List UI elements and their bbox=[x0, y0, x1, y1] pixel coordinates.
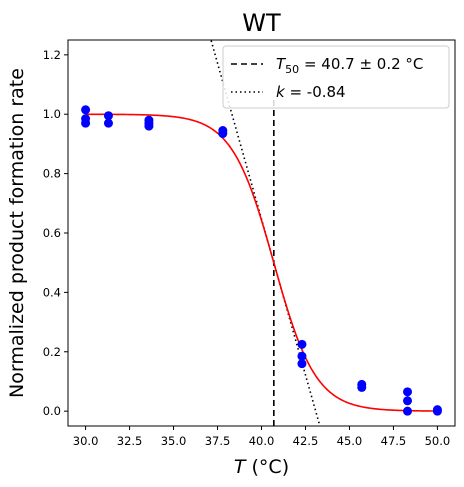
x-tick-label: 30.0 bbox=[73, 434, 99, 448]
y-axis-title: Normalized product formation rate bbox=[6, 68, 28, 398]
y-tick-label: 1.2 bbox=[43, 48, 61, 62]
data-point bbox=[81, 118, 91, 128]
x-tick-label: 45.0 bbox=[337, 434, 363, 448]
x-tick-label: 35.0 bbox=[161, 434, 187, 448]
y-tick-label: 1.0 bbox=[43, 107, 61, 121]
y-tick-label: 0.4 bbox=[43, 285, 61, 299]
x-tick-label: 32.5 bbox=[117, 434, 143, 448]
x-tick-label: 50.0 bbox=[425, 434, 451, 448]
legend-entry-k: k = -0.84 bbox=[276, 83, 346, 101]
data-points bbox=[81, 105, 442, 416]
x-axis-title: T (°C) bbox=[234, 456, 289, 478]
data-point bbox=[403, 396, 413, 406]
x-tick-label: 42.5 bbox=[293, 434, 319, 448]
chart-title: WT bbox=[242, 9, 281, 37]
data-point bbox=[218, 129, 228, 139]
data-point bbox=[403, 387, 413, 397]
x-tick-label: 40.0 bbox=[249, 434, 275, 448]
data-point bbox=[103, 118, 113, 128]
x-tick-label: 47.5 bbox=[381, 434, 407, 448]
fit-curve bbox=[85, 113, 438, 412]
data-point bbox=[297, 351, 307, 361]
legend-entry-t50: T50 = 40.7 ± 0.2 °C bbox=[276, 55, 423, 76]
x-tick-label: 37.5 bbox=[205, 434, 231, 448]
data-point bbox=[297, 339, 307, 349]
y-tick-label: 0.8 bbox=[43, 167, 61, 181]
data-point bbox=[403, 406, 413, 416]
data-point bbox=[357, 382, 367, 392]
legend-box bbox=[222, 45, 450, 109]
data-point bbox=[432, 405, 442, 415]
data-point bbox=[103, 111, 113, 121]
data-point bbox=[144, 121, 154, 131]
legend: T50 = 40.7 ± 0.2 °C k = -0.84 bbox=[222, 45, 450, 109]
y-tick-label: 0.2 bbox=[43, 345, 61, 359]
y-tick-label: 0.0 bbox=[43, 404, 61, 418]
data-point bbox=[297, 359, 307, 369]
x-axis: 30.0 32.5 35.0 37.5 40.0 42.5 45.0 47.5 50.0 bbox=[73, 426, 450, 448]
data-point bbox=[81, 105, 91, 115]
y-tick-label: 0.6 bbox=[43, 226, 61, 240]
y-axis: 0.0 0.2 0.4 0.6 0.8 1.0 1.2 bbox=[43, 48, 68, 418]
